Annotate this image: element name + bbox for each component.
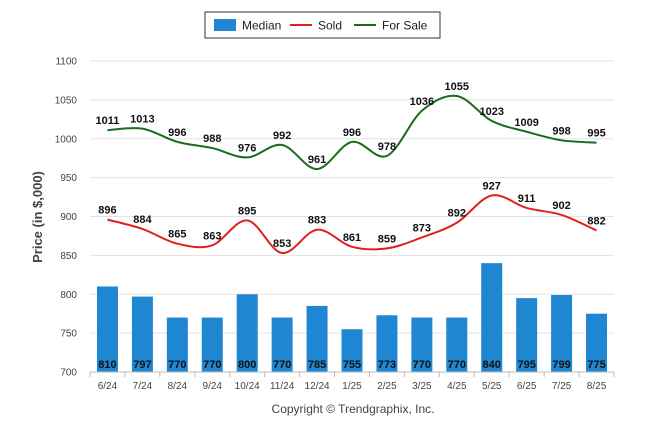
data-label-for-sale: 976 [238, 142, 256, 154]
y-tick-label: 1000 [55, 134, 78, 145]
bar-value-label: 770 [448, 359, 466, 371]
data-label-sold: 902 [552, 200, 570, 212]
data-label-sold: 873 [413, 222, 431, 234]
y-tick-label: 1050 [55, 95, 78, 106]
legend: Median Sold For Sale [204, 11, 441, 39]
data-label-for-sale: 1055 [445, 81, 469, 93]
bar-value-label: 755 [343, 359, 361, 371]
data-label-for-sale: 998 [552, 125, 570, 137]
bar-value-label: 770 [413, 359, 431, 371]
bar-value-label: 770 [168, 359, 186, 371]
bar-median [236, 294, 258, 372]
x-tick-label: 9/24 [203, 381, 223, 392]
bar-value-label: 795 [517, 359, 535, 371]
line-sold [107, 194, 597, 255]
y-tick-label: 700 [60, 368, 77, 379]
line-series: 896 884 865 863 895 853 883 861 859 873 892 927 911 9… [96, 81, 606, 255]
x-tick-label: 8/24 [168, 381, 188, 392]
data-label-sold: 853 [273, 238, 291, 250]
x-tick-label: 11/24 [270, 381, 295, 392]
data-label-for-sale: 978 [378, 141, 396, 153]
x-tick-label: 7/24 [133, 381, 153, 392]
bar-median [96, 286, 118, 372]
y-tick-label: 750 [60, 329, 77, 340]
bar-value-label: 785 [308, 359, 326, 371]
data-label-for-sale: 992 [273, 130, 291, 142]
line-for-sale [107, 94, 597, 171]
y-tick-label: 850 [60, 251, 77, 262]
data-label-for-sale: 1036 [410, 96, 434, 108]
data-label-sold: 895 [238, 205, 256, 217]
y-tick-label: 900 [60, 212, 77, 223]
bar-median [131, 296, 153, 372]
data-label-sold: 884 [133, 214, 152, 226]
bar-value-label: 770 [273, 359, 291, 371]
y-axis-label: Price (in $,000) [30, 171, 45, 263]
bar-value-label: 797 [133, 359, 151, 371]
data-label-for-sale: 1011 [96, 115, 120, 127]
data-label-sold: 883 [308, 215, 326, 227]
bar-value-label: 840 [483, 359, 501, 371]
bar-median [516, 298, 538, 372]
bar-median [376, 315, 398, 372]
x-tick-label: 1/25 [342, 381, 362, 392]
bar-value-label: 799 [552, 359, 570, 371]
bar-median [306, 305, 328, 372]
legend-label-median: Median [242, 19, 281, 33]
x-tick-label: 3/25 [412, 381, 432, 392]
data-label-sold: 896 [98, 205, 116, 217]
data-label-for-sale: 1013 [130, 114, 154, 126]
bar-value-label: 773 [378, 359, 396, 371]
x-tick-label: 12/24 [305, 381, 330, 392]
x-tick-label: 10/24 [235, 381, 260, 392]
data-label-sold: 863 [203, 230, 221, 242]
copyright-text: Copyright © Trendgraphix, Inc. [272, 402, 435, 416]
data-label-for-sale: 961 [308, 154, 326, 166]
bar-median [481, 263, 503, 372]
x-tick-label: 6/25 [517, 381, 537, 392]
x-tick-label: 8/25 [587, 381, 607, 392]
bar-value-label: 800 [238, 359, 256, 371]
y-axis: 700 750 800 850 900 950 1000 1050 1100 [55, 57, 78, 379]
bar-median [166, 317, 188, 372]
bar-median [201, 317, 223, 372]
y-tick-label: 950 [60, 173, 77, 184]
bar-median [586, 313, 608, 372]
x-tick-label: 7/25 [552, 381, 572, 392]
bar-median [446, 317, 468, 372]
bar-median [341, 329, 363, 372]
bar-series-median: 810 797 770 770 800 770 785 755 773 770 770 840 795 7… [96, 263, 608, 372]
data-label-for-sale: 995 [587, 128, 605, 140]
data-label-sold: 859 [378, 233, 396, 245]
data-label-sold: 861 [343, 232, 361, 244]
bar-median [271, 317, 293, 372]
x-tick-label: 2/25 [377, 381, 397, 392]
bar-median [551, 295, 573, 372]
x-tick-label: 4/25 [447, 381, 467, 392]
y-tick-label: 1100 [55, 57, 77, 68]
bar-value-label: 770 [203, 359, 221, 371]
legend-label-for-sale: For Sale [382, 19, 428, 33]
data-label-for-sale: 996 [343, 127, 361, 139]
data-label-sold: 911 [518, 193, 536, 205]
data-label-for-sale: 996 [168, 127, 186, 139]
bar-value-label: 775 [587, 359, 605, 371]
data-label-for-sale: 988 [203, 133, 221, 145]
y-tick-label: 800 [60, 290, 77, 301]
data-label-for-sale: 1009 [514, 117, 538, 129]
x-tick-label: 6/24 [98, 381, 118, 392]
legend-swatch-median [214, 19, 236, 31]
legend-box [204, 11, 441, 39]
data-label-for-sale: 1023 [479, 106, 503, 118]
data-label-sold: 892 [448, 208, 466, 220]
data-label-sold: 927 [483, 181, 501, 193]
bar-value-label: 810 [98, 359, 116, 371]
x-tick-label: 5/25 [482, 381, 502, 392]
legend-label-sold: Sold [318, 19, 342, 33]
data-label-sold: 882 [587, 215, 605, 227]
data-label-sold: 865 [168, 229, 186, 241]
x-axis: 6/24 7/24 8/24 9/24 10/24 11/24 12/24 1/25 2/25 3… [89, 371, 615, 392]
bar-median [411, 317, 433, 372]
